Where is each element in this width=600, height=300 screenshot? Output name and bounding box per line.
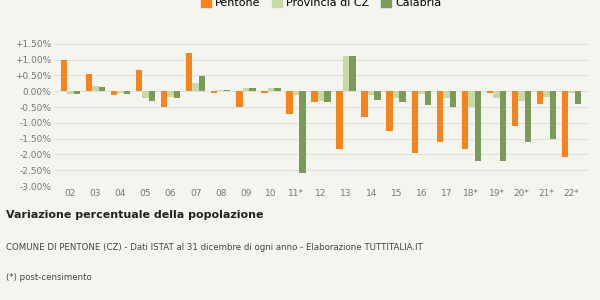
- Bar: [61, 60, 67, 91]
- Bar: [468, 91, 475, 107]
- Bar: [193, 83, 199, 91]
- Bar: [92, 86, 98, 91]
- Bar: [562, 91, 568, 157]
- Bar: [299, 91, 306, 173]
- Bar: [393, 91, 400, 98]
- Bar: [487, 91, 493, 93]
- Bar: [349, 56, 356, 91]
- Bar: [124, 91, 130, 94]
- Bar: [336, 91, 343, 149]
- Bar: [512, 91, 518, 126]
- Bar: [443, 91, 449, 98]
- Bar: [174, 91, 181, 98]
- Bar: [249, 88, 256, 91]
- Bar: [475, 91, 481, 161]
- Bar: [217, 90, 224, 91]
- Bar: [318, 91, 324, 101]
- Bar: [211, 91, 217, 93]
- Bar: [461, 91, 468, 149]
- Bar: [525, 91, 532, 142]
- Bar: [550, 91, 556, 139]
- Bar: [242, 88, 249, 91]
- Bar: [261, 91, 268, 93]
- Bar: [74, 91, 80, 94]
- Bar: [412, 91, 418, 154]
- Bar: [98, 86, 105, 91]
- Bar: [186, 53, 193, 91]
- Bar: [110, 91, 117, 95]
- Bar: [575, 91, 581, 104]
- Bar: [149, 91, 155, 101]
- Bar: [67, 91, 74, 94]
- Bar: [418, 91, 425, 94]
- Bar: [286, 91, 293, 114]
- Bar: [537, 91, 544, 104]
- Text: Variazione percentuale della popolazione: Variazione percentuale della popolazione: [6, 210, 263, 220]
- Bar: [293, 91, 299, 95]
- Bar: [274, 88, 281, 91]
- Bar: [368, 91, 374, 95]
- Bar: [142, 91, 149, 98]
- Bar: [400, 91, 406, 102]
- Legend: Pentone, Provincia di CZ, Calabria: Pentone, Provincia di CZ, Calabria: [196, 0, 446, 13]
- Bar: [361, 91, 368, 118]
- Bar: [544, 91, 550, 97]
- Bar: [343, 56, 349, 91]
- Bar: [449, 91, 456, 107]
- Bar: [437, 91, 443, 142]
- Bar: [425, 91, 431, 104]
- Bar: [311, 91, 318, 102]
- Bar: [167, 91, 174, 97]
- Bar: [518, 91, 525, 101]
- Bar: [374, 91, 381, 100]
- Bar: [386, 91, 393, 131]
- Bar: [268, 88, 274, 91]
- Bar: [493, 91, 500, 98]
- Bar: [161, 91, 167, 107]
- Text: COMUNE DI PENTONE (CZ) - Dati ISTAT al 31 dicembre di ogni anno - Elaborazione T: COMUNE DI PENTONE (CZ) - Dati ISTAT al 3…: [6, 243, 423, 252]
- Bar: [136, 70, 142, 91]
- Text: (*) post-censimento: (*) post-censimento: [6, 273, 92, 282]
- Bar: [500, 91, 506, 161]
- Bar: [86, 74, 92, 91]
- Bar: [568, 91, 575, 93]
- Bar: [236, 91, 242, 107]
- Bar: [224, 90, 230, 91]
- Bar: [324, 91, 331, 102]
- Bar: [199, 76, 205, 91]
- Bar: [117, 91, 124, 94]
